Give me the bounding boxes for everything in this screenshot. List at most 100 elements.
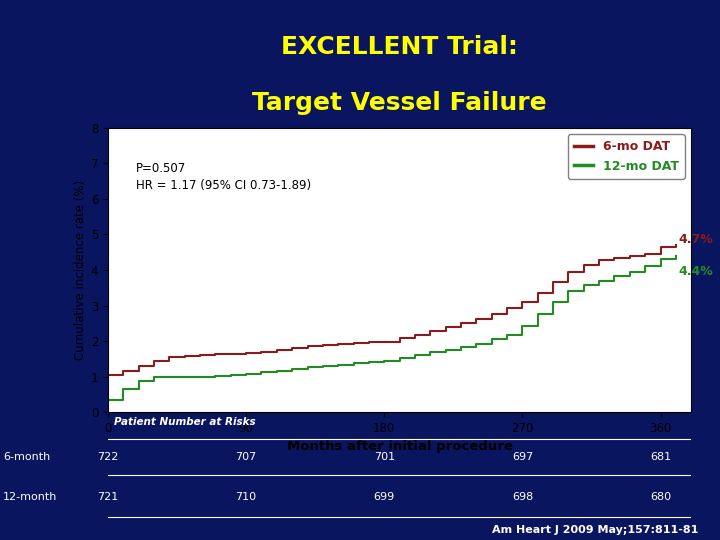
6-mo DAT: [227, 350, 235, 357]
6-mo DAT: [318, 342, 327, 348]
Text: 4.7%: 4.7%: [679, 233, 714, 246]
6-mo DAT: [672, 242, 680, 248]
Text: 699: 699: [374, 492, 395, 502]
6-mo DAT: [549, 279, 557, 286]
12-mo DAT: [242, 370, 251, 377]
6-mo DAT: [610, 254, 618, 261]
6-mo DAT: [334, 341, 343, 347]
12-mo DAT: [426, 349, 435, 356]
6-mo DAT: [272, 347, 281, 353]
Text: 681: 681: [650, 452, 671, 462]
12-mo DAT: [610, 273, 618, 280]
12-mo DAT: [564, 287, 572, 294]
12-mo DAT: [626, 268, 634, 275]
12-mo DAT: [257, 369, 266, 376]
Text: 721: 721: [97, 492, 119, 502]
Line: 6-mo DAT: 6-mo DAT: [108, 245, 676, 375]
6-mo DAT: [472, 316, 481, 322]
12-mo DAT: [641, 263, 649, 269]
12-mo DAT: [318, 363, 327, 369]
Y-axis label: Cumulative incidence rate (%): Cumulative incidence rate (%): [73, 180, 86, 360]
6-mo DAT: [456, 319, 465, 326]
6-mo DAT: [595, 257, 603, 264]
12-mo DAT: [656, 256, 665, 262]
6-mo DAT: [196, 352, 204, 359]
12-mo DAT: [395, 355, 404, 361]
Text: 697: 697: [512, 452, 533, 462]
12-mo DAT: [196, 373, 204, 380]
6-mo DAT: [257, 348, 266, 355]
6-mo DAT: [426, 328, 435, 334]
Legend: 6-mo DAT, 12-mo DAT: 6-mo DAT, 12-mo DAT: [567, 134, 685, 179]
Text: HR = 1.17 (95% CI 0.73-1.89): HR = 1.17 (95% CI 0.73-1.89): [135, 179, 311, 192]
Text: EXCELLENT Trial:: EXCELLENT Trial:: [282, 36, 518, 59]
6-mo DAT: [641, 251, 649, 257]
6-mo DAT: [242, 349, 251, 356]
12-mo DAT: [410, 352, 419, 359]
12-mo DAT: [503, 332, 511, 338]
12-mo DAT: [380, 357, 389, 364]
6-mo DAT: [303, 343, 312, 349]
12-mo DAT: [487, 336, 496, 342]
12-mo DAT: [534, 311, 542, 318]
12-mo DAT: [104, 396, 112, 403]
12-mo DAT: [549, 299, 557, 305]
12-mo DAT: [303, 364, 312, 370]
12-mo DAT: [518, 323, 527, 329]
Text: 680: 680: [650, 492, 671, 502]
6-mo DAT: [150, 357, 158, 364]
12-mo DAT: [119, 386, 127, 392]
Text: 698: 698: [512, 492, 533, 502]
6-mo DAT: [119, 368, 127, 375]
12-mo DAT: [595, 278, 603, 284]
Line: 12-mo DAT: 12-mo DAT: [108, 256, 676, 400]
12-mo DAT: [288, 366, 297, 372]
6-mo DAT: [380, 339, 389, 345]
6-mo DAT: [104, 372, 112, 378]
12-mo DAT: [441, 346, 450, 353]
6-mo DAT: [211, 351, 220, 357]
6-mo DAT: [135, 363, 143, 369]
12-mo DAT: [181, 373, 189, 380]
Text: 701: 701: [374, 452, 395, 462]
12-mo DAT: [272, 368, 281, 374]
Text: Am Heart J 2009 May;157:811-81: Am Heart J 2009 May;157:811-81: [492, 524, 698, 535]
6-mo DAT: [503, 305, 511, 312]
6-mo DAT: [349, 340, 358, 346]
12-mo DAT: [364, 359, 373, 365]
12-mo DAT: [349, 360, 358, 366]
Text: 6-month: 6-month: [3, 452, 50, 462]
6-mo DAT: [165, 354, 174, 360]
6-mo DAT: [580, 261, 588, 268]
6-mo DAT: [288, 345, 297, 352]
6-mo DAT: [564, 268, 572, 275]
12-mo DAT: [150, 373, 158, 380]
Text: 710: 710: [235, 492, 257, 502]
12-mo DAT: [672, 253, 680, 259]
6-mo DAT: [656, 244, 665, 250]
12-mo DAT: [227, 372, 235, 378]
12-mo DAT: [334, 361, 343, 368]
12-mo DAT: [211, 373, 220, 379]
6-mo DAT: [518, 299, 527, 305]
12-mo DAT: [165, 373, 174, 380]
6-mo DAT: [181, 353, 189, 360]
6-mo DAT: [410, 332, 419, 338]
Text: Target Vessel Failure: Target Vessel Failure: [252, 91, 547, 116]
6-mo DAT: [487, 311, 496, 318]
12-mo DAT: [472, 340, 481, 347]
Text: Patient Number at Risks: Patient Number at Risks: [114, 416, 256, 427]
Text: 707: 707: [235, 452, 257, 462]
6-mo DAT: [626, 253, 634, 259]
6-mo DAT: [534, 290, 542, 296]
Text: P=0.507: P=0.507: [135, 161, 186, 174]
Text: 12-month: 12-month: [3, 492, 58, 502]
X-axis label: Months after initial procedure: Months after initial procedure: [287, 441, 513, 454]
6-mo DAT: [395, 335, 404, 341]
Text: 4.4%: 4.4%: [679, 265, 714, 278]
Text: 722: 722: [97, 452, 119, 462]
6-mo DAT: [441, 323, 450, 330]
12-mo DAT: [580, 282, 588, 288]
12-mo DAT: [135, 377, 143, 384]
12-mo DAT: [456, 343, 465, 350]
